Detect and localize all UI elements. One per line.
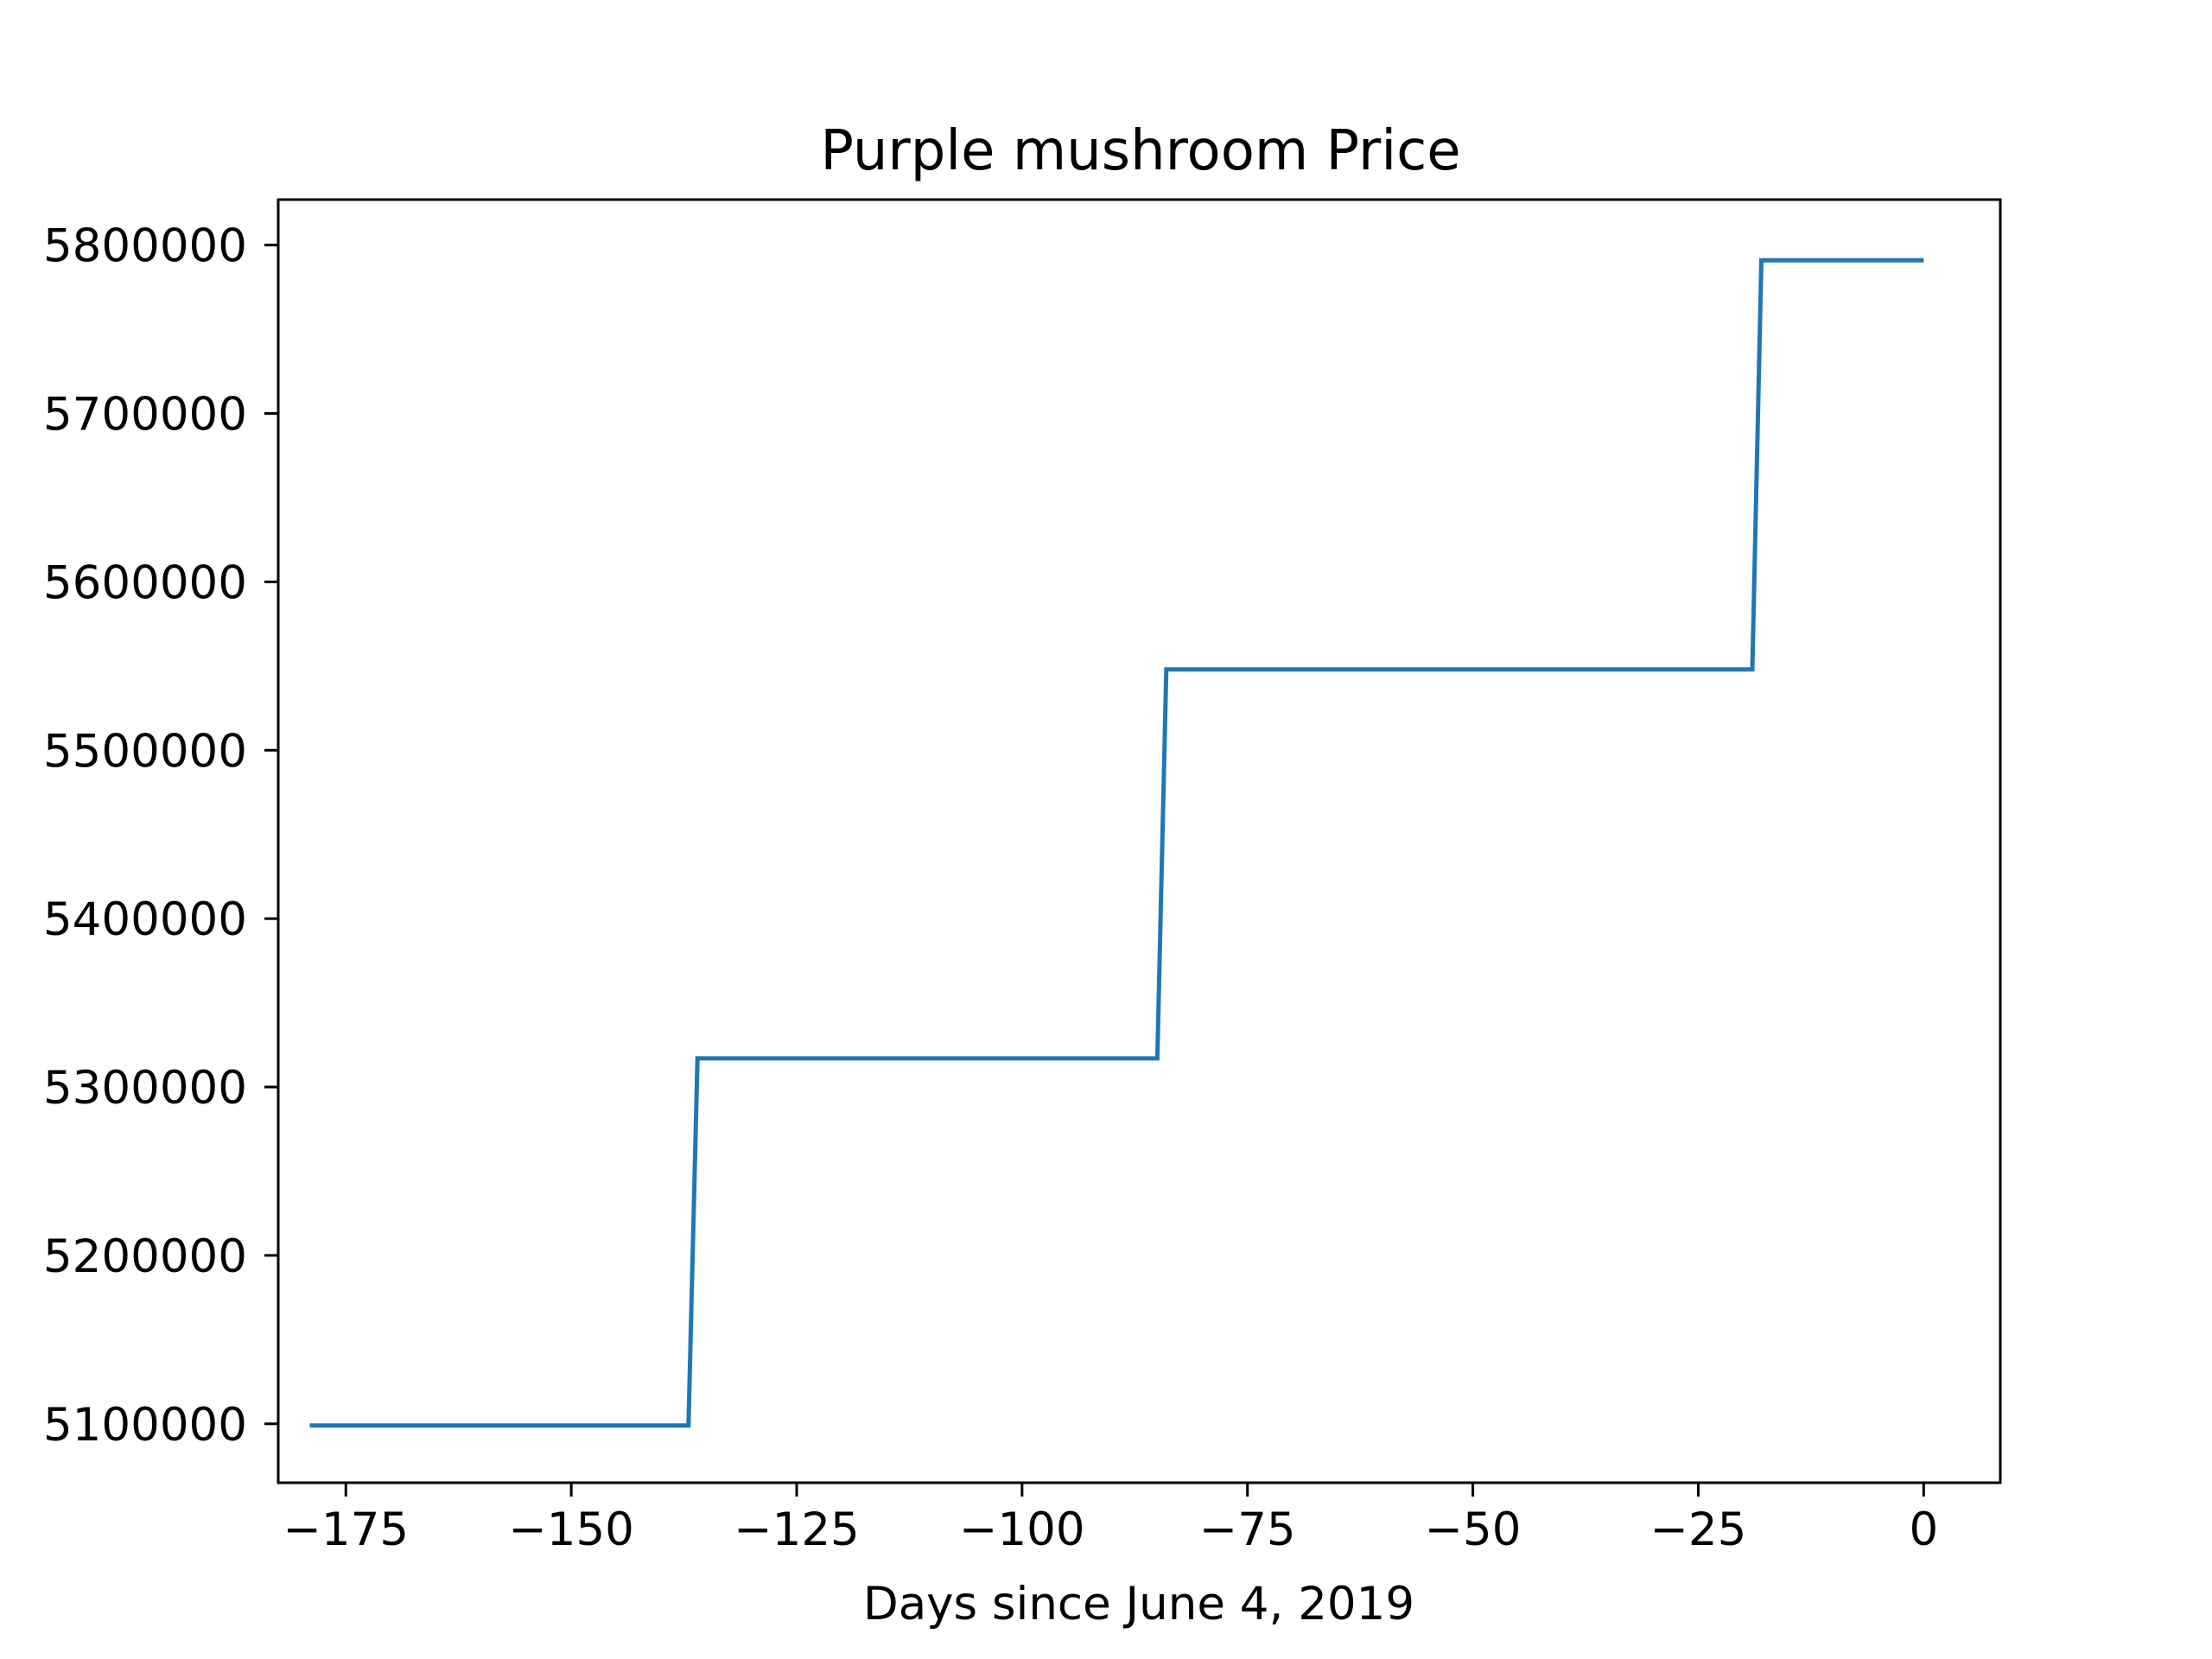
y-tick-label: 5500000 xyxy=(43,725,247,778)
x-tick-label: −125 xyxy=(734,1503,860,1556)
y-tick-label: 5400000 xyxy=(43,893,247,946)
x-axis-label: Days since June 4, 2019 xyxy=(863,1578,1414,1630)
x-tick-label: −100 xyxy=(959,1503,1085,1556)
y-axis-ticks: 5100000 5200000 5300000 5400000 5500000 56000… xyxy=(43,220,278,1452)
plot-frame xyxy=(276,198,2002,1484)
x-tick-label: −25 xyxy=(1650,1503,1747,1556)
x-tick-label: −50 xyxy=(1425,1503,1522,1556)
x-tick-label: 0 xyxy=(1909,1503,1938,1556)
series-layer xyxy=(309,257,1924,1428)
y-tick-label: 5600000 xyxy=(43,556,247,609)
y-tick-label: 5700000 xyxy=(43,389,247,442)
x-axis-ticks: −175 −150 −125 −100 −75 −50 −25 0 xyxy=(283,1483,1938,1556)
chart-title: Purple mushroom Price xyxy=(820,119,1460,183)
series-line-0 xyxy=(309,257,1924,1428)
y-tick-label: 5800000 xyxy=(43,220,247,273)
y-tick-label: 5100000 xyxy=(43,1399,247,1452)
y-tick-label: 5300000 xyxy=(43,1062,247,1115)
x-tick-label: −150 xyxy=(508,1503,634,1556)
x-tick-label: −75 xyxy=(1199,1503,1296,1556)
x-tick-label: −175 xyxy=(283,1503,409,1556)
y-tick-label: 5200000 xyxy=(43,1230,247,1283)
